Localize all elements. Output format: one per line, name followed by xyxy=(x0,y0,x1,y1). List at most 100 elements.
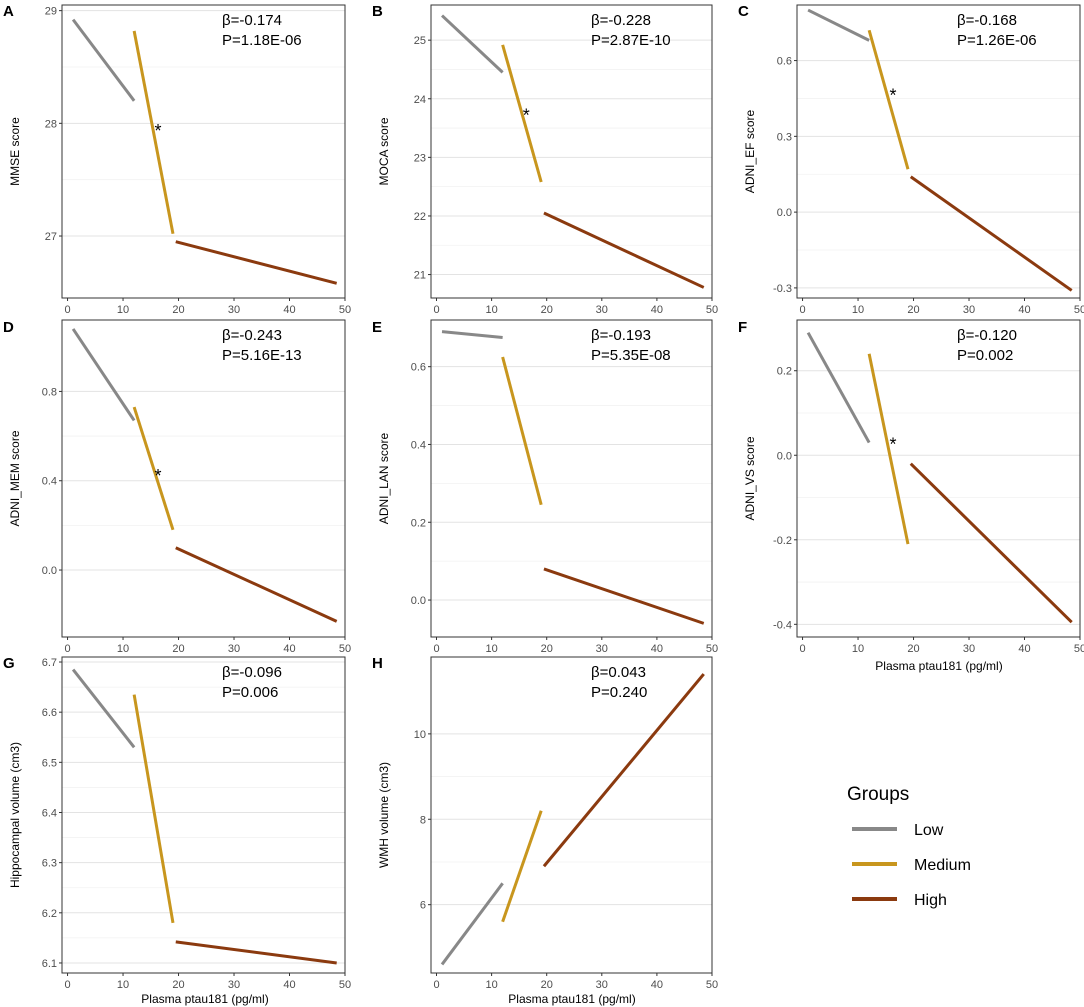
panel-a-xtick-label: 30 xyxy=(228,304,240,316)
legend-label-low: Low xyxy=(914,822,944,839)
panel-c-beta: β=-0.168 xyxy=(957,12,1017,29)
panel-b-ytick-label: 22 xyxy=(414,211,426,223)
panel-h: 6 8 10 0 10 20 30 40 50 β=0.043 P=0.240 Plasma ptau… xyxy=(372,655,718,1006)
panel-e: 0.0 0.2 0.4 0.6 0 10 20 30 40 50 β=-0.193 P=5.35E-0… xyxy=(372,319,718,673)
panel-g: 6.1 6.2 6.3 6.4 6.5 6.6 6.7 0 10 20 30 40 50 β=-0.096… xyxy=(3,655,351,1006)
panel-f-ytick-label: -0.2 xyxy=(773,535,792,547)
panel-f-xlabel: Plasma ptau181 (pg/ml) xyxy=(875,659,1002,673)
panel-c-letter: C xyxy=(738,3,749,20)
panel-h-xtick-label: 40 xyxy=(651,979,663,991)
panel-e-background xyxy=(431,320,712,637)
panel-h-pvalue: P=0.240 xyxy=(591,684,647,701)
panel-c-xtick-label: 10 xyxy=(852,304,864,316)
panel-d-ylabel: ADNI_MEM score xyxy=(8,430,22,526)
panel-d-xtick-label: 30 xyxy=(228,643,240,655)
panel-h-letter: H xyxy=(372,655,383,672)
panel-b-border xyxy=(430,4,713,299)
panel-d-xtick-label: 50 xyxy=(339,643,351,655)
panel-d-ytick-label: 0.4 xyxy=(42,476,57,488)
panel-a-border xyxy=(61,4,346,299)
panel-c-ytick-label: 0.0 xyxy=(777,207,792,219)
panel-d-series-low xyxy=(71,328,136,422)
panel-f-xtick-label: 20 xyxy=(907,643,919,655)
panel-d-background xyxy=(62,320,345,637)
panel-f-xtick-label: 40 xyxy=(1018,643,1030,655)
panel-f-series-medium xyxy=(867,353,910,545)
panel-c-pvalue: P=1.26E-06 xyxy=(957,32,1037,49)
panel-c-ytick-label: -0.3 xyxy=(773,283,792,295)
panel-c-significance-star: * xyxy=(889,85,896,105)
panel-f-series-high xyxy=(909,462,1073,624)
panel-e-ytick-label: 0.6 xyxy=(411,362,426,374)
panel-b-xtick-label: 40 xyxy=(651,304,663,316)
panel-d-ytick-label: 0.0 xyxy=(42,565,57,577)
panel-a-beta: β=-0.174 xyxy=(222,12,282,29)
panel-e-ytick-label: 0.0 xyxy=(411,595,426,607)
panel-c-border xyxy=(796,4,1081,299)
legend-label-medium: Medium xyxy=(914,857,971,874)
panel-g-border xyxy=(61,656,346,974)
panel-g-ytick-label: 6.6 xyxy=(42,707,57,719)
panel-e-xtick-label: 30 xyxy=(596,643,608,655)
panel-f-ytick-label: 0.0 xyxy=(777,450,792,462)
panel-d-xtick-label: 0 xyxy=(64,643,70,655)
panel-h-ytick-label: 6 xyxy=(420,900,426,912)
panel-b-series-high xyxy=(543,211,705,289)
panel-g-ytick-label: 6.3 xyxy=(42,858,57,870)
panel-b-xtick-label: 30 xyxy=(596,304,608,316)
panel-e-ytick-label: 0.4 xyxy=(411,439,426,451)
panel-g-series-high xyxy=(175,940,337,965)
panel-b-pvalue: P=2.87E-10 xyxy=(591,32,671,49)
panel-a-series-high xyxy=(175,240,338,285)
panel-f-letter: F xyxy=(738,319,747,336)
panel-a-xtick-label: 10 xyxy=(117,304,129,316)
panel-e-border xyxy=(430,319,713,638)
panel-a-xtick-label: 40 xyxy=(283,304,295,316)
panel-d-series-high xyxy=(175,546,338,623)
panel-g-background xyxy=(62,657,345,973)
panel-d-xtick-label: 40 xyxy=(283,643,295,655)
panel-c-xtick-label: 40 xyxy=(1018,304,1030,316)
panel-a-letter: A xyxy=(3,3,14,20)
panel-c-xtick-label: 0 xyxy=(799,304,805,316)
panel-g-letter: G xyxy=(3,655,15,672)
panel-h-xtick-label: 20 xyxy=(541,979,553,991)
panel-h-xtick-label: 50 xyxy=(706,979,718,991)
panel-e-ylabel: ADNI_LAN score xyxy=(377,432,391,524)
panel-c-series-high xyxy=(909,175,1073,292)
panel-b-xtick-label: 20 xyxy=(541,304,553,316)
panel-h-xtick-label: 0 xyxy=(433,979,439,991)
panel-g-xtick-label: 10 xyxy=(117,979,129,991)
panel-g-xtick-label: 30 xyxy=(228,979,240,991)
panel-e-xtick-label: 20 xyxy=(541,643,553,655)
panel-h-series-low xyxy=(440,882,504,966)
panel-g-xtick-label: 40 xyxy=(283,979,295,991)
panel-d-xtick-label: 10 xyxy=(117,643,129,655)
panel-f-significance-star: * xyxy=(889,435,896,455)
panel-g-xtick-label: 50 xyxy=(339,979,351,991)
panel-e-series-medium xyxy=(501,356,543,506)
panel-b-background xyxy=(431,5,712,298)
panel-e-series-low xyxy=(441,330,503,339)
panel-d-xtick-label: 20 xyxy=(172,643,184,655)
panel-e-xtick-label: 40 xyxy=(651,643,663,655)
panel-g-xtick-label: 20 xyxy=(172,979,184,991)
panel-f-pvalue: P=0.002 xyxy=(957,347,1013,364)
panel-e-xtick-label: 10 xyxy=(485,643,497,655)
panel-a-xtick-label: 20 xyxy=(172,304,184,316)
panel-h-xtick-label: 10 xyxy=(485,979,497,991)
panel-c-ylabel: ADNI_EF score xyxy=(743,109,757,193)
panel-a-ytick-label: 29 xyxy=(45,6,57,18)
panel-h-ylabel: WMH volume (cm3) xyxy=(377,762,391,868)
panel-e-ytick-label: 0.2 xyxy=(411,517,426,529)
panel-h-ytick-label: 10 xyxy=(414,729,426,741)
panel-d: 0.00.40.801020304050*β=-0.243P=5.16E-13P… xyxy=(3,319,351,673)
panel-g-ytick-label: 6.1 xyxy=(42,958,57,970)
panel-c-xtick-label: 50 xyxy=(1074,304,1084,316)
panel-d-letter: D xyxy=(3,319,14,336)
panel-b-ytick-label: 24 xyxy=(414,94,426,106)
panel-g-ytick-label: 6.4 xyxy=(42,807,57,819)
panel-g-beta: β=-0.096 xyxy=(222,664,282,681)
panel-g-ytick-label: 6.5 xyxy=(42,757,57,769)
panel-b-series-low xyxy=(440,14,504,74)
